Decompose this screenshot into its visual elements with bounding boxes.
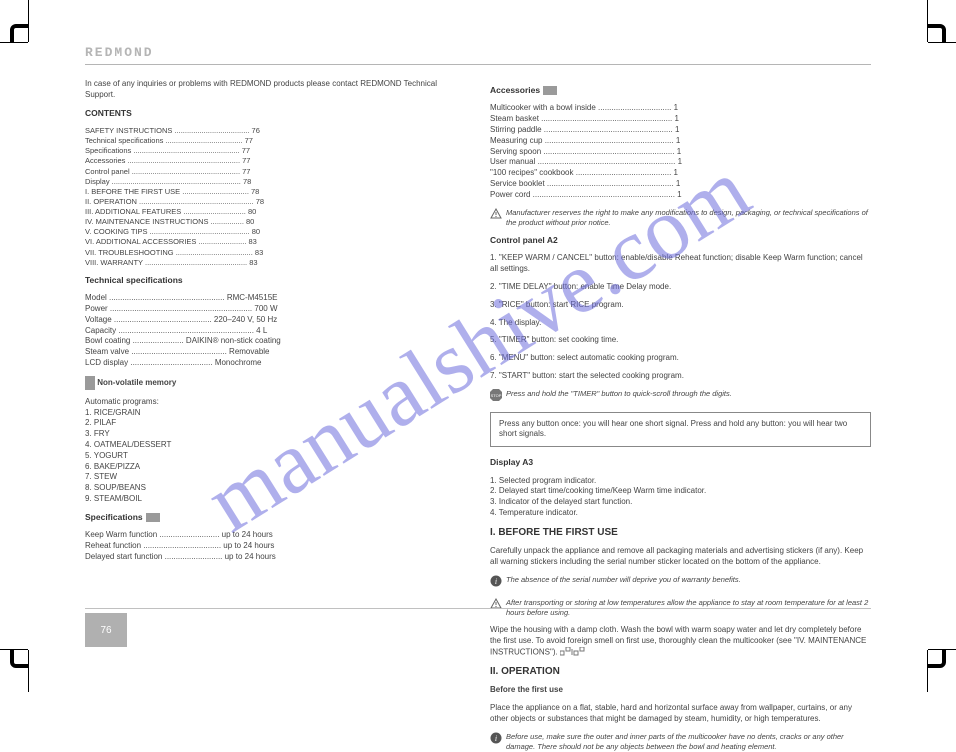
crop-mark	[0, 42, 28, 43]
squares-icon	[560, 647, 588, 658]
display-heading: Display A3	[490, 457, 871, 468]
accessories-heading: Accessories	[490, 85, 871, 96]
section-1-heading: I. BEFORE THE FIRST USE	[490, 526, 871, 540]
stop-icon: STOP	[490, 389, 502, 405]
left-column: In case of any inquiries or problems wit…	[85, 79, 466, 597]
crop-mark	[928, 42, 956, 43]
right-column: Accessories Multicooker with a bowl insi…	[490, 79, 871, 597]
grey-box-icon	[543, 86, 557, 95]
specifications-body: Keep Warm function .....................…	[85, 530, 466, 562]
contents-list: SAFETY INSTRUCTIONS ....................…	[85, 126, 466, 268]
control-panel-heading: Control panel A2	[490, 235, 871, 246]
cp-item: 4. The display.	[490, 318, 871, 329]
warning-icon	[490, 208, 502, 224]
info-icon: i	[490, 575, 502, 591]
section-1-step: Wipe the housing with a damp cloth. Wash…	[490, 625, 871, 658]
contents-heading: CONTENTS	[85, 108, 466, 119]
cp-item: 2. "TIME DELAY" button: enable Time Dela…	[490, 282, 871, 293]
header-rule	[85, 64, 871, 65]
intro-text: In case of any inquiries or problems wit…	[85, 79, 466, 101]
crop-mark	[28, 0, 29, 42]
cp-item: 7. "START" button: start the selected co…	[490, 371, 871, 382]
document-page: REDMOND In case of any inquiries or prob…	[85, 45, 871, 647]
crop-mark	[28, 650, 29, 692]
crop-corner-icon	[10, 24, 28, 42]
footer-rule	[85, 608, 871, 609]
crop-corner-icon	[928, 24, 946, 42]
svg-text:i: i	[495, 734, 497, 743]
crop-corner-icon	[928, 650, 946, 668]
section-2-heading: II. OPERATION	[490, 665, 871, 679]
cp-item: 5. "TIMER" button: set cooking time.	[490, 335, 871, 346]
crop-corner-icon	[10, 650, 28, 668]
accessories-list: Multicooker with a bowl inside .........…	[490, 103, 871, 200]
tech-spec-heading: Technical specifications	[85, 275, 466, 286]
svg-text:STOP: STOP	[491, 393, 502, 398]
svg-text:i: i	[495, 577, 497, 586]
nonvolatile-heading: Non-volatile memory	[97, 378, 176, 387]
cp-item: 1. "KEEP WARM / CANCEL" button: enable/d…	[490, 253, 871, 275]
info-icon: i	[490, 732, 502, 748]
note-box: Press any button once: you will hear one…	[490, 412, 871, 448]
stop-note: Press and hold the "TIMER" button to qui…	[506, 389, 871, 399]
grey-box-icon	[146, 513, 160, 522]
display-body: 1. Selected program indicator. 2. Delaye…	[490, 476, 871, 519]
tech-spec-body: Model ..................................…	[85, 293, 466, 369]
specifications-heading: Specifications	[85, 512, 466, 523]
page-number: 76	[85, 613, 127, 647]
cp-item: 6. "MENU" button: select automatic cooki…	[490, 353, 871, 364]
section-1-info: The absence of the serial number will de…	[506, 575, 871, 585]
cp-item: 3. "RICE" button: start RICE program.	[490, 300, 871, 311]
section-2-subheading: Before the first use	[490, 685, 871, 696]
warning-icon	[490, 598, 502, 614]
programs-list: Automatic programs: 1. RICE/GRAIN 2. PIL…	[85, 397, 466, 505]
section-2-body: Place the appliance on a flat, stable, h…	[490, 703, 871, 725]
accessories-warn: Manufacturer reserves the right to make …	[506, 208, 871, 228]
section-2-info: Before use, make sure the outer and inne…	[506, 732, 871, 752]
two-column-layout: In case of any inquiries or problems wit…	[85, 79, 871, 597]
brand-logo: REDMOND	[85, 45, 871, 60]
memory-icon	[85, 376, 95, 390]
section-1-body: Carefully unpack the appliance and remov…	[490, 546, 871, 568]
